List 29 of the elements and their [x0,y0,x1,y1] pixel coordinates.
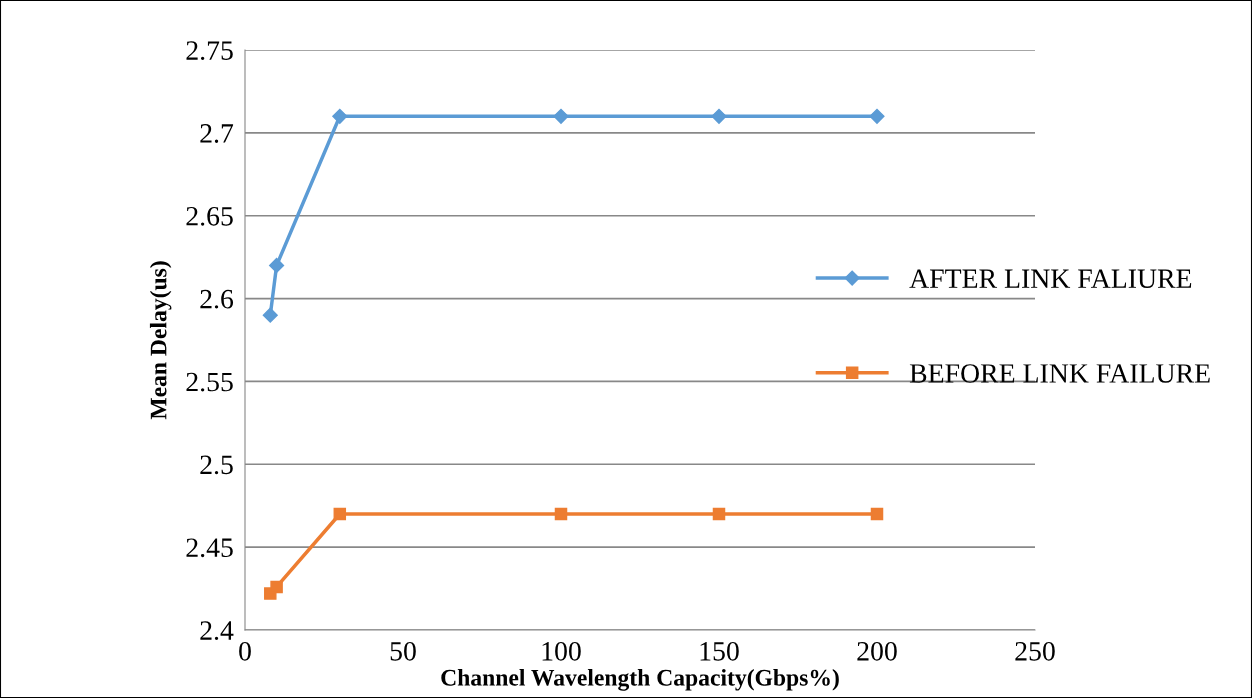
y-tick-label: 2.6 [200,289,234,309]
point [269,257,285,273]
x-tick-label: 50 [390,641,416,661]
point [553,108,569,124]
x-tick-label: 0 [239,641,251,661]
x-tick-label: 200 [857,641,897,661]
y-tick-label: 2.75 [186,41,233,61]
point [333,507,347,521]
x-tick-label: 100 [542,641,581,661]
point [712,507,726,521]
y-tick-label: 2.4 [200,621,234,641]
y-tick-label: 2.45 [186,538,233,558]
x-tick-label: 150 [700,641,739,661]
point [869,108,885,124]
point [332,108,348,124]
legend-label: AFTER LINK FALIURE [909,269,1192,289]
point [711,108,727,124]
y-axis-title: Mean Delay(us) [149,261,172,420]
legend-label: BEFORE LINK FAILURE [909,364,1210,383]
y-tick-label: 2.7 [200,124,234,143]
point [270,580,283,594]
y-tick-label: 2.65 [186,206,233,226]
y-tick-label: 2.55 [186,372,233,392]
x-tick-label: 250 [1015,641,1055,661]
point [554,507,568,521]
y-tick-label: 2.5 [200,455,233,475]
point [262,307,278,323]
point [870,507,884,521]
x-axis-title: Channel Wavelength Capacity(Gbps%) [441,669,839,691]
